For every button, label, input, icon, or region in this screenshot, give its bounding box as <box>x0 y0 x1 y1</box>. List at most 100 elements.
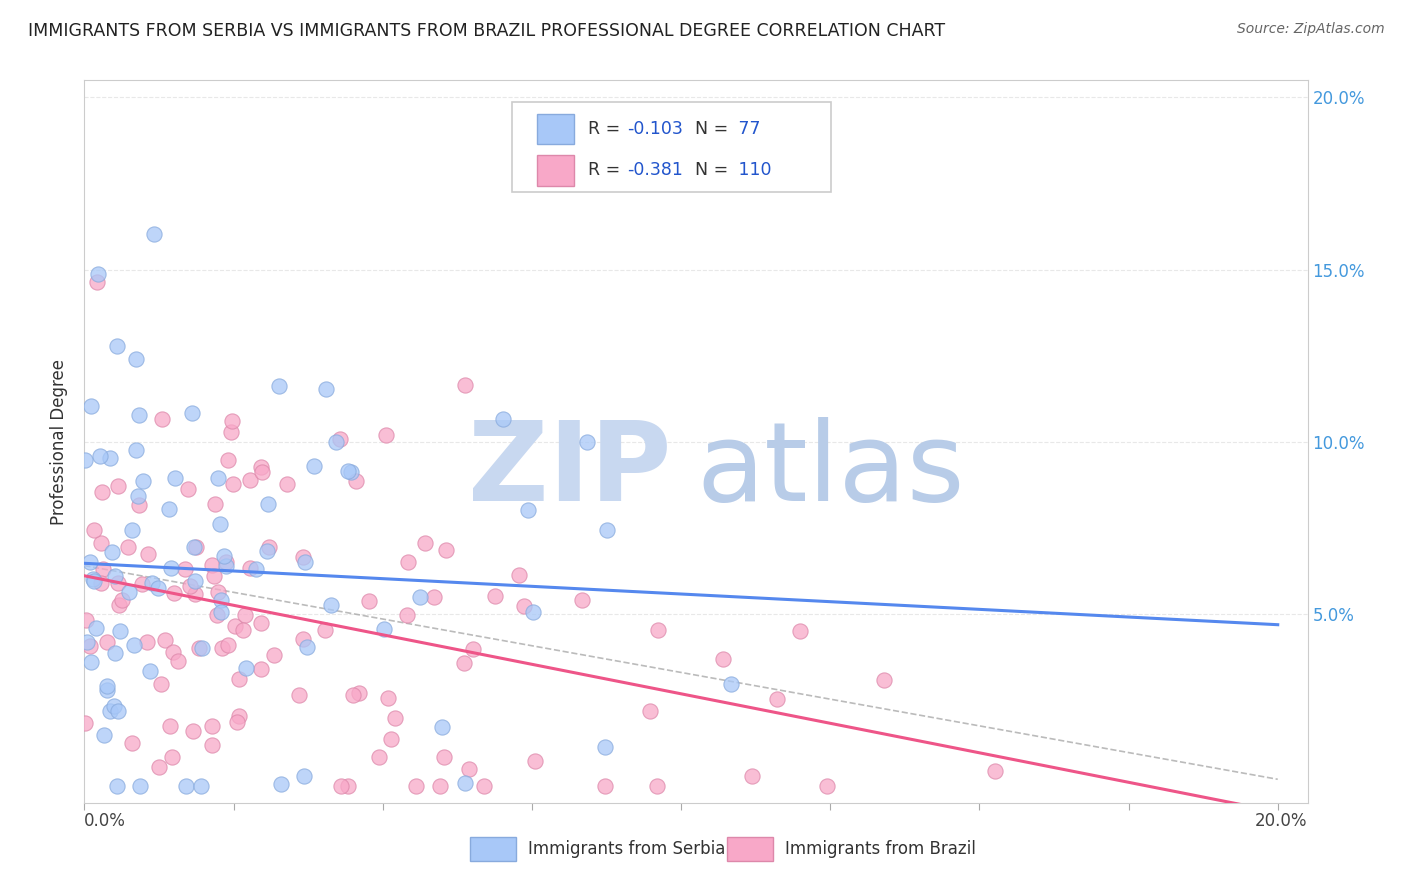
Point <box>127 489 149 503</box>
Point <box>132 474 155 488</box>
Point <box>294 555 316 569</box>
Point <box>125 351 148 366</box>
Point <box>374 427 396 442</box>
Point <box>80 656 103 670</box>
Text: 110: 110 <box>733 161 770 179</box>
Point <box>96 635 118 649</box>
Point <box>148 759 170 773</box>
Point <box>157 502 180 516</box>
Point <box>176 779 198 793</box>
Point <box>461 641 484 656</box>
Point <box>125 443 148 458</box>
Point <box>228 709 250 723</box>
Point <box>373 622 395 636</box>
Point <box>111 592 134 607</box>
Point <box>76 635 98 649</box>
Point <box>107 779 129 793</box>
Text: atlas: atlas <box>696 417 965 524</box>
Point <box>645 779 668 793</box>
Point <box>221 414 243 428</box>
Text: R =: R = <box>588 120 626 138</box>
Point <box>207 471 229 485</box>
Point <box>108 598 131 612</box>
FancyBboxPatch shape <box>537 113 574 144</box>
Point <box>143 227 166 241</box>
Point <box>337 779 360 793</box>
Point <box>87 267 110 281</box>
Point <box>181 406 204 420</box>
Point <box>181 723 204 738</box>
Point <box>184 540 207 554</box>
Point <box>82 572 104 586</box>
Point <box>576 435 599 450</box>
Point <box>815 779 838 793</box>
Text: IMMIGRANTS FROM SERBIA VS IMMIGRANTS FROM BRAZIL PROFESSIONAL DEGREE CORRELATION: IMMIGRANTS FROM SERBIA VS IMMIGRANTS FRO… <box>28 22 945 40</box>
Point <box>257 540 280 554</box>
Point <box>226 714 249 729</box>
Point <box>209 517 232 532</box>
Point <box>638 705 661 719</box>
Point <box>146 581 169 595</box>
Point <box>207 585 229 599</box>
Point <box>396 555 419 569</box>
Text: N =: N = <box>683 120 734 138</box>
Point <box>90 575 112 590</box>
Point <box>118 585 141 599</box>
Point <box>201 738 224 752</box>
Point <box>257 497 280 511</box>
Point <box>596 523 619 537</box>
Point <box>201 719 224 733</box>
Point <box>250 662 273 676</box>
Point <box>89 449 111 463</box>
Point <box>138 547 160 561</box>
Point <box>128 498 150 512</box>
Text: ZIP: ZIP <box>468 417 672 524</box>
Y-axis label: Professional Degree: Professional Degree <box>51 359 69 524</box>
Point <box>357 594 380 608</box>
Text: 0.0%: 0.0% <box>84 812 127 830</box>
Point <box>523 754 546 768</box>
Point <box>453 657 475 671</box>
Point <box>183 540 205 554</box>
Text: Immigrants from Serbia: Immigrants from Serbia <box>529 840 725 858</box>
Point <box>344 474 367 488</box>
Point <box>314 623 336 637</box>
Text: 20.0%: 20.0% <box>1256 812 1308 830</box>
Point <box>453 377 475 392</box>
Point <box>276 477 298 491</box>
Point <box>239 561 262 575</box>
Point <box>83 523 105 537</box>
Point <box>173 562 195 576</box>
Point <box>294 769 316 783</box>
Point <box>232 623 254 637</box>
Point <box>250 465 273 479</box>
Point <box>104 568 127 582</box>
Point <box>121 736 143 750</box>
Point <box>415 535 437 549</box>
Point <box>340 465 363 479</box>
Point <box>219 425 242 439</box>
Point <box>105 339 128 353</box>
Point <box>179 579 201 593</box>
Point <box>214 559 236 574</box>
Point <box>135 635 157 649</box>
Point <box>222 476 245 491</box>
Point <box>571 593 593 607</box>
Point <box>329 432 352 446</box>
Point <box>342 688 364 702</box>
Point <box>163 586 186 600</box>
Point <box>107 479 129 493</box>
Point <box>873 673 896 687</box>
Point <box>409 591 432 605</box>
Point <box>292 549 315 564</box>
FancyBboxPatch shape <box>513 102 831 193</box>
Point <box>205 607 228 622</box>
Point <box>117 540 139 554</box>
Point <box>84 621 107 635</box>
Point <box>508 568 530 582</box>
Point <box>93 728 115 742</box>
Point <box>472 779 495 793</box>
Point <box>522 605 544 619</box>
Point <box>101 545 124 559</box>
Point <box>256 544 278 558</box>
